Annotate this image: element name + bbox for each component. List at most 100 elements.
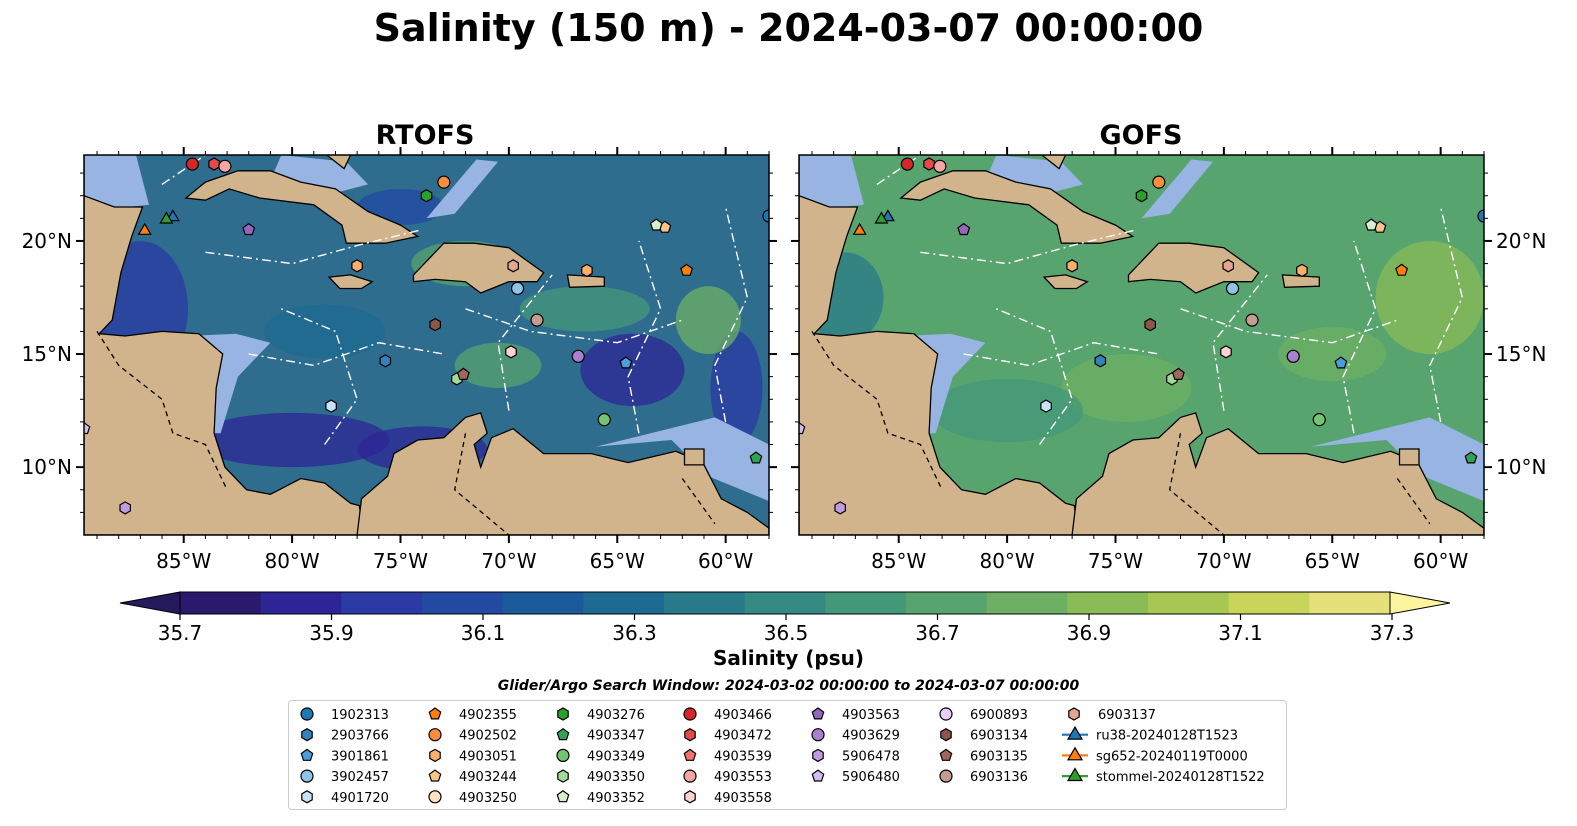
map-panel-rtofs: 85°W 80°W 75°W 70°W 65°W 60°W 20°N 15°N 10°N (22, 147, 777, 573)
legend-item: 4903629 (811, 728, 900, 744)
legend-item: 3902457 (300, 769, 389, 785)
legend-item: 4903350 (557, 769, 645, 785)
colorbar-segment (825, 592, 907, 614)
legend-label: 3901861 (331, 749, 389, 764)
colorbar-segment (422, 592, 504, 614)
land-hispaniola (412, 242, 545, 294)
legend-item: stommel-20240128T1522 (1062, 767, 1265, 785)
country-border (96, 331, 228, 491)
salinity-patch (1278, 326, 1387, 382)
legend-marker-pentagon (811, 769, 825, 782)
marker-4903051 (351, 259, 363, 273)
marker-6903134 (1144, 317, 1156, 332)
marker-6903137 (1222, 259, 1234, 273)
eez-boundary (248, 341, 444, 367)
figure-title: Salinity (150 m) - 2024-03-07 00:00:00 (373, 6, 1204, 50)
marker-4902355 (1395, 263, 1409, 276)
salinity-patch (263, 304, 386, 359)
colorbar-segment (1067, 592, 1149, 614)
legend-marker-circle (939, 707, 953, 721)
salinity-patch (1375, 240, 1484, 355)
legend-item: 4903349 (556, 748, 645, 764)
legend-marker-pentagon (300, 748, 314, 761)
marker-4903051b (1296, 263, 1308, 278)
legend-label: 6900893 (970, 708, 1028, 723)
land-bahamas1 (1041, 155, 1067, 170)
land-trinidad (1398, 448, 1420, 466)
colorbar-segment (1148, 592, 1230, 614)
land-trinidad (683, 448, 705, 466)
legend-item: 4902355 (428, 707, 517, 723)
marker-1902313 (762, 209, 769, 223)
lat-tick-label: 15°N (1496, 342, 1546, 366)
marker-4903349 (597, 413, 611, 427)
land-jamaica (327, 274, 374, 290)
marker-4903466 (900, 157, 914, 171)
land-hispaniola (1127, 242, 1260, 294)
colorbar-segment (341, 592, 423, 614)
eez-boundary (920, 228, 1138, 265)
colorbar-segment (986, 592, 1068, 614)
legend-item: ru38-20240128T1523 (1062, 725, 1238, 744)
marker-sg652-20240119T0000 (852, 222, 867, 235)
lat-tick-label: 20°N (1496, 229, 1546, 253)
legend-marker-hexagon (684, 790, 696, 804)
marker-4903472 (923, 157, 935, 171)
eez-boundary (497, 274, 553, 411)
panel-title-gofs: GOFS (1099, 120, 1183, 151)
marker-5906480 (84, 421, 91, 435)
marker-3902457 (1225, 281, 1240, 296)
marker-4903051b (581, 263, 593, 278)
legend-label: 4903347 (587, 729, 645, 744)
colorbar-tick-label: 36.5 (764, 621, 809, 645)
salinity-patch (454, 342, 542, 388)
colorbar-label: Salinity (psu) (712, 646, 864, 670)
salinity-patch (194, 412, 390, 468)
colorbar-tick-label: 36.9 (1067, 621, 1112, 645)
colorbar-segment (260, 592, 342, 614)
map-frame (798, 154, 1485, 536)
legend-marker-hexagon (429, 748, 441, 763)
marker-4903629 (1286, 349, 1300, 363)
colorbar-tick-label: 36.3 (612, 621, 657, 645)
legend-marker-pentagon (683, 748, 697, 761)
shelf-water (426, 159, 498, 219)
legend-label: 4902355 (459, 708, 517, 723)
legend-label: 4903352 (587, 791, 645, 806)
lon-tick-label: 75°W (1088, 549, 1143, 573)
marker-4903558 (505, 345, 517, 359)
legend-label: 4902502 (459, 729, 517, 744)
marker-4902502 (437, 175, 451, 189)
lon-tick-label: 85°W (871, 549, 926, 573)
land-southam (1071, 412, 1484, 535)
colorbar-segment (1228, 592, 1310, 614)
marker-2903766 (1094, 354, 1107, 368)
colorbar-segment (744, 592, 826, 614)
colorbar-tick-label: 37.1 (1218, 621, 1263, 645)
legend-label: 6903136 (970, 770, 1028, 785)
country-border (453, 433, 510, 535)
eez-boundary (1212, 274, 1268, 411)
legend-label: ru38-20240128T1523 (1096, 729, 1238, 744)
eez-boundary (996, 308, 1073, 445)
marker-4903276 (1135, 189, 1148, 203)
search-window-caption: Glider/Argo Search Window: 2024-03-02 00… (497, 678, 1080, 694)
eez-boundary (205, 228, 423, 265)
legend-marker-circle (556, 748, 570, 763)
legend-item: 4903276 (557, 707, 645, 723)
legend-marker-triangle (1066, 746, 1084, 761)
legend-item: 4903472 (684, 728, 772, 744)
marker-sg652-20240119T0000 (137, 222, 152, 235)
lat-tick-label: 10°N (22, 455, 72, 479)
legend-item: 4903558 (684, 790, 772, 806)
marker-4902502 (1152, 175, 1166, 189)
legend-item: 4903563 (811, 707, 900, 723)
legend-label: 4903051 (459, 749, 517, 764)
legend-item: 4903347 (556, 727, 645, 744)
legend-marker-circle (428, 790, 442, 804)
marker-4903472 (208, 157, 220, 171)
legend-marker-hexagon (812, 748, 824, 763)
legend-label: 3902457 (331, 770, 389, 785)
land-cuba (899, 170, 1135, 244)
legend-marker-hexagon (557, 769, 569, 783)
